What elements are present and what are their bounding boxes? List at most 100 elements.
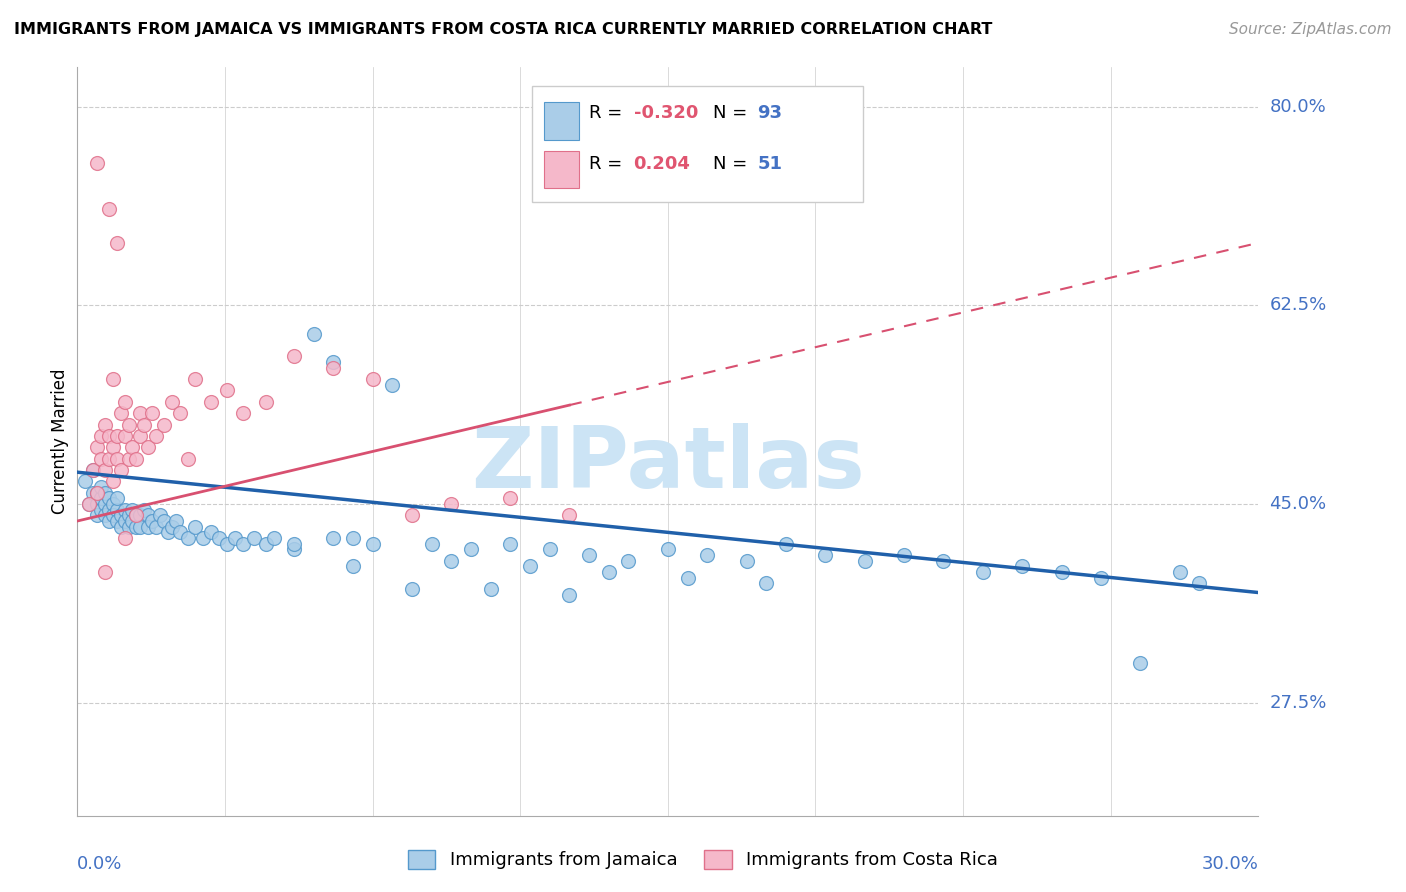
Point bbox=[401, 582, 423, 596]
Point bbox=[153, 417, 176, 432]
Point bbox=[94, 508, 117, 523]
Point bbox=[1129, 656, 1152, 670]
Point bbox=[657, 542, 679, 557]
Point bbox=[1011, 559, 1033, 574]
Point bbox=[322, 355, 344, 369]
Point bbox=[101, 372, 124, 386]
Point bbox=[90, 429, 112, 443]
Point bbox=[165, 514, 187, 528]
Point bbox=[134, 502, 156, 516]
Point bbox=[972, 565, 994, 579]
Point bbox=[125, 508, 148, 523]
Point bbox=[176, 451, 198, 466]
Point bbox=[86, 508, 108, 523]
FancyBboxPatch shape bbox=[531, 86, 863, 202]
Point bbox=[598, 565, 620, 579]
Point bbox=[117, 417, 139, 432]
Text: 0.204: 0.204 bbox=[634, 155, 690, 173]
Point bbox=[1168, 565, 1191, 579]
Text: -0.320: -0.320 bbox=[634, 104, 697, 122]
Point bbox=[440, 497, 463, 511]
Point bbox=[101, 497, 124, 511]
Y-axis label: Currently Married: Currently Married bbox=[51, 368, 69, 515]
Text: 45.0%: 45.0% bbox=[1270, 495, 1327, 513]
Point bbox=[97, 502, 120, 516]
Point bbox=[97, 491, 120, 506]
Text: R =: R = bbox=[589, 155, 627, 173]
Point bbox=[460, 542, 482, 557]
Point bbox=[97, 202, 120, 216]
Point bbox=[97, 451, 120, 466]
Point bbox=[75, 475, 97, 489]
Point bbox=[86, 440, 108, 454]
Point bbox=[121, 502, 143, 516]
Point bbox=[101, 440, 124, 454]
Point bbox=[125, 519, 148, 533]
Point bbox=[420, 537, 443, 551]
Text: N =: N = bbox=[713, 104, 752, 122]
Point bbox=[224, 531, 246, 545]
Text: ZIPatlas: ZIPatlas bbox=[471, 423, 865, 506]
Point bbox=[94, 497, 117, 511]
Point bbox=[696, 548, 718, 562]
Point bbox=[129, 519, 152, 533]
Point bbox=[117, 451, 139, 466]
Point bbox=[322, 531, 344, 545]
Point bbox=[676, 571, 699, 585]
Point bbox=[105, 429, 128, 443]
Point bbox=[149, 508, 172, 523]
Point bbox=[145, 429, 167, 443]
Point bbox=[82, 485, 104, 500]
Point bbox=[117, 519, 139, 533]
Point bbox=[232, 406, 254, 420]
Point bbox=[322, 360, 344, 375]
Point bbox=[86, 485, 108, 500]
Point bbox=[105, 514, 128, 528]
Point bbox=[77, 497, 100, 511]
Text: N =: N = bbox=[713, 155, 752, 173]
Text: 30.0%: 30.0% bbox=[1202, 855, 1258, 873]
Text: 51: 51 bbox=[758, 155, 783, 173]
Text: Source: ZipAtlas.com: Source: ZipAtlas.com bbox=[1229, 22, 1392, 37]
Point bbox=[129, 406, 152, 420]
Point bbox=[893, 548, 915, 562]
Point bbox=[243, 531, 266, 545]
Point bbox=[77, 497, 100, 511]
Point bbox=[90, 480, 112, 494]
Text: R =: R = bbox=[589, 104, 627, 122]
Point bbox=[558, 508, 581, 523]
Text: 0.0%: 0.0% bbox=[77, 855, 122, 873]
Point bbox=[90, 451, 112, 466]
Point bbox=[254, 537, 277, 551]
Point bbox=[110, 508, 132, 523]
Point bbox=[114, 514, 136, 528]
Text: IMMIGRANTS FROM JAMAICA VS IMMIGRANTS FROM COSTA RICA CURRENTLY MARRIED CORRELAT: IMMIGRANTS FROM JAMAICA VS IMMIGRANTS FR… bbox=[14, 22, 993, 37]
Point bbox=[114, 531, 136, 545]
Text: 80.0%: 80.0% bbox=[1270, 97, 1326, 116]
Point bbox=[578, 548, 600, 562]
Point bbox=[105, 451, 128, 466]
Point bbox=[121, 514, 143, 528]
Point bbox=[538, 542, 561, 557]
Point bbox=[97, 429, 120, 443]
Point bbox=[114, 502, 136, 516]
Point bbox=[208, 531, 231, 545]
Point bbox=[361, 372, 384, 386]
Point bbox=[215, 537, 238, 551]
Point bbox=[254, 394, 277, 409]
Text: 93: 93 bbox=[758, 104, 783, 122]
Point bbox=[479, 582, 502, 596]
Point bbox=[499, 491, 522, 506]
Point bbox=[86, 156, 108, 170]
Point bbox=[932, 554, 955, 568]
Point bbox=[105, 502, 128, 516]
FancyBboxPatch shape bbox=[544, 102, 579, 139]
Point bbox=[82, 463, 104, 477]
Point bbox=[215, 384, 238, 398]
Point bbox=[110, 463, 132, 477]
Point bbox=[342, 531, 364, 545]
Point bbox=[97, 514, 120, 528]
Point bbox=[141, 514, 163, 528]
Point bbox=[200, 394, 222, 409]
Point bbox=[90, 502, 112, 516]
